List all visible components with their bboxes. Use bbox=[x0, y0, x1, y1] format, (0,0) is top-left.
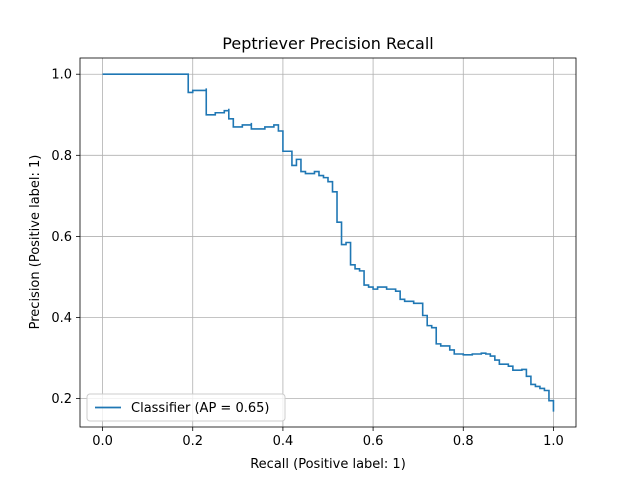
x-tick-label: 1.0 bbox=[543, 434, 564, 449]
x-axis-label: Recall (Positive label: 1) bbox=[250, 457, 406, 472]
x-tick-labels: 0.0 0.2 0.4 0.6 0.8 1.0 bbox=[92, 434, 564, 449]
x-tick-label: 0.6 bbox=[363, 434, 384, 449]
grid-lines bbox=[80, 58, 576, 427]
axes-frame bbox=[79, 57, 577, 428]
y-tick-labels: 0.2 0.4 0.6 0.8 1.0 bbox=[51, 68, 72, 407]
x-tick-label: 0.0 bbox=[92, 434, 113, 449]
y-tick-label: 0.6 bbox=[51, 230, 72, 245]
y-axis-label: Precision (Positive label: 1) bbox=[28, 155, 43, 330]
y-tick-label: 0.4 bbox=[51, 311, 72, 326]
y-tick-label: 1.0 bbox=[51, 68, 72, 83]
series-line-classifier bbox=[102, 73, 555, 412]
y-tick-label: 0.2 bbox=[51, 392, 72, 407]
y-tick-label: 0.8 bbox=[51, 149, 72, 164]
x-tick-label: 0.8 bbox=[453, 434, 474, 449]
x-tick-label: 0.4 bbox=[273, 434, 294, 449]
legend: Classifier (AP = 0.65) bbox=[86, 393, 286, 422]
tick-marks bbox=[76, 73, 554, 431]
legend-box bbox=[86, 393, 286, 422]
legend-label-classifier: Classifier (AP = 0.65) bbox=[131, 401, 269, 416]
x-tick-label: 0.2 bbox=[182, 434, 203, 449]
series-layer bbox=[102, 73, 555, 412]
chart-title: Peptriever Precision Recall bbox=[222, 34, 433, 53]
